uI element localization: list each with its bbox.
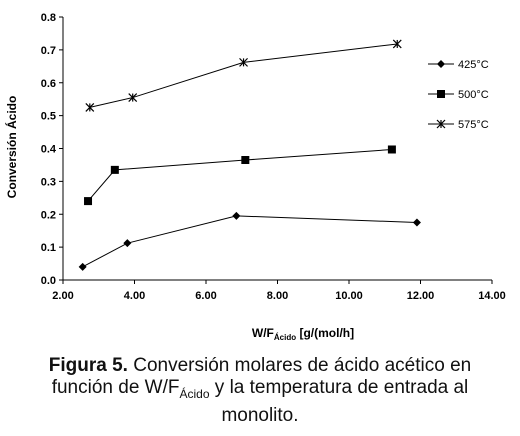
data-point-square [84,197,93,206]
caption-line2-sub: Ácido [179,386,210,401]
series-square [84,145,396,206]
x-axis-label-sub: Ácido [274,333,296,342]
data-point-asterisk [436,119,446,129]
x-tick-label: 4.00 [124,290,145,302]
caption-line2-post: y la temperatura de entrada al [209,377,469,398]
y-tick-label: 0.6 [41,78,56,90]
x-axis-label-rest: [g/(mol/h] [296,326,354,340]
x-tick-label: 12.00 [407,290,435,302]
legend-entry: 425°C [428,59,489,71]
data-point-diamond [232,211,241,220]
legend: 425°C 500°C 575°C [428,59,489,131]
y-tick-label: 0.2 [41,209,56,221]
caption-line2-pre: función de W/F [51,377,180,398]
series-line [89,43,398,108]
y-tick-label: 0.1 [41,242,56,254]
caption-label: Figura 5. [48,355,128,376]
y-tick-label: 0.8 [41,12,56,24]
data-point-asterisk [392,39,402,49]
x-tick-label: 6.00 [195,290,216,302]
x-tick-label: 10.00 [335,290,363,302]
data-point-square [437,90,445,98]
data-point-asterisk [85,102,95,112]
data-point-asterisk [128,93,138,102]
x-axis-label: W/FÁcido [g/(mol/h] [252,326,354,342]
caption-line1-text: Conversión molares de ácido acético en [127,355,472,376]
data-point-square [241,156,250,165]
y-tick-label: 0.7 [41,45,56,57]
legend-label: 500°C [458,89,489,101]
series-diamond [78,211,421,271]
series-line [82,215,417,268]
series-line [87,148,392,202]
x-tick-label: 8.00 [267,290,288,302]
data-point-square [387,145,396,154]
data-point-diamond [412,218,421,227]
x-tick-label: 2.00 [52,290,73,302]
figure-caption: Figura 5. Conversión molares de ácido ac… [0,355,520,427]
data-point-diamond [78,262,87,271]
legend-entry: 500°C [428,89,489,101]
data-point-square [110,165,119,174]
data-point-diamond [437,60,445,68]
legend-label: 575°C [458,119,489,131]
x-tick-label: 14.00 [478,290,506,302]
y-tick-label: 0.5 [41,111,56,123]
y-tick-label: 0.0 [41,275,56,287]
series-asterisk [85,39,402,112]
legend-label: 425°C [458,59,489,71]
y-axis-label: Conversión Ácido [4,96,19,199]
axes: 0.0 0.1 0.2 0.3 0.4 0.5 0.6 0.7 0.8 2.00 4.00 6.00 8… [41,12,506,302]
chart: 0.0 0.1 0.2 0.3 0.4 0.5 0.6 0.7 0.8 2.00 4.00 6.00 8… [4,12,506,342]
data-point-asterisk [239,57,248,67]
x-axis-label-main: W/F [252,326,274,340]
y-tick-label: 0.3 [41,176,56,188]
caption-line-3: monolito. [221,404,299,426]
y-tick-label: 0.4 [41,144,57,156]
legend-entry: 575°C [428,119,489,131]
caption-line-1: Figura 5. Conversión molares de ácido ac… [0,355,520,377]
caption-line-2: función de W/FÁcido y la temperatura de … [0,377,520,405]
series-group [78,39,421,271]
data-point-diamond [123,239,132,248]
